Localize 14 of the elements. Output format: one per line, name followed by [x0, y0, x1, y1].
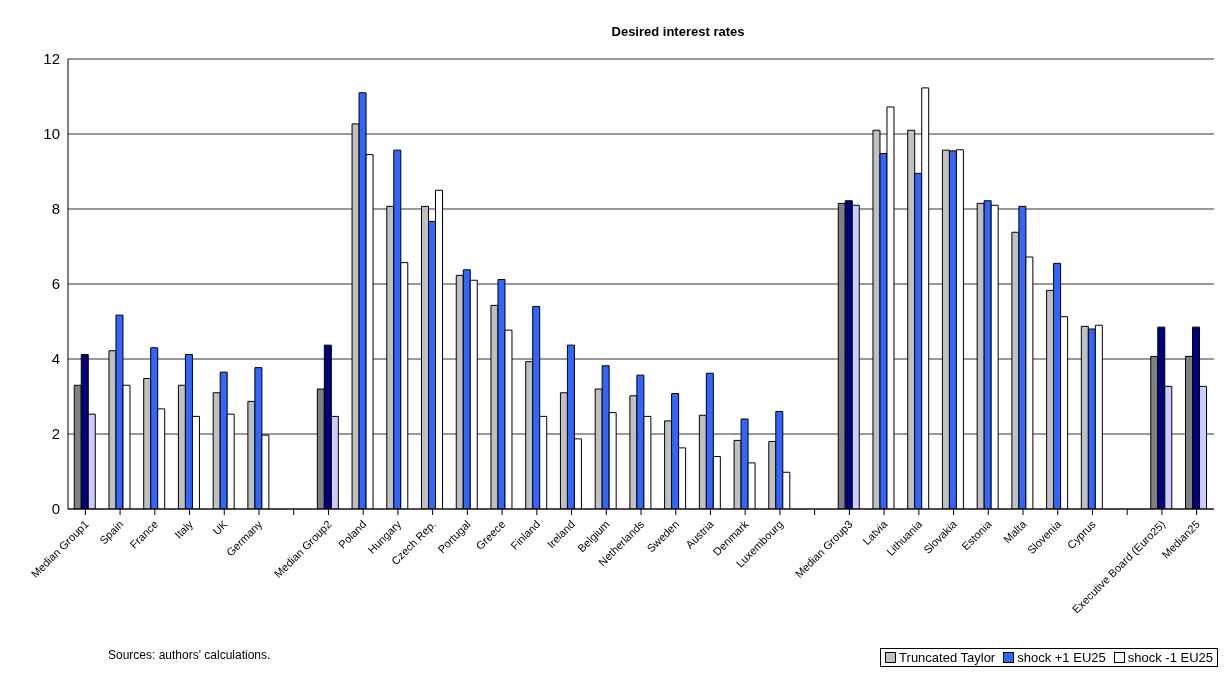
y-tick-label: 0: [51, 500, 60, 518]
y-tick-label: 10: [43, 125, 60, 143]
y-tick-label: 8: [51, 200, 60, 218]
y-tick-label: 2: [51, 425, 60, 443]
x-tick-label: UK: [210, 517, 231, 538]
y-tick-label: 12: [43, 50, 60, 68]
y-tick-label: 6: [51, 275, 60, 293]
chart-title: Desired interest rates: [610, 23, 746, 39]
x-tick-label: Italy: [172, 517, 196, 541]
legend-label: shock -1 EU25: [1126, 650, 1213, 665]
legend-label: Truncated Taylor: [898, 650, 996, 665]
y-tick-label: 4: [51, 350, 60, 368]
legend-label: shock +1 EU25: [1016, 650, 1106, 665]
source-note: Sources: authors' calculations.: [108, 648, 271, 662]
